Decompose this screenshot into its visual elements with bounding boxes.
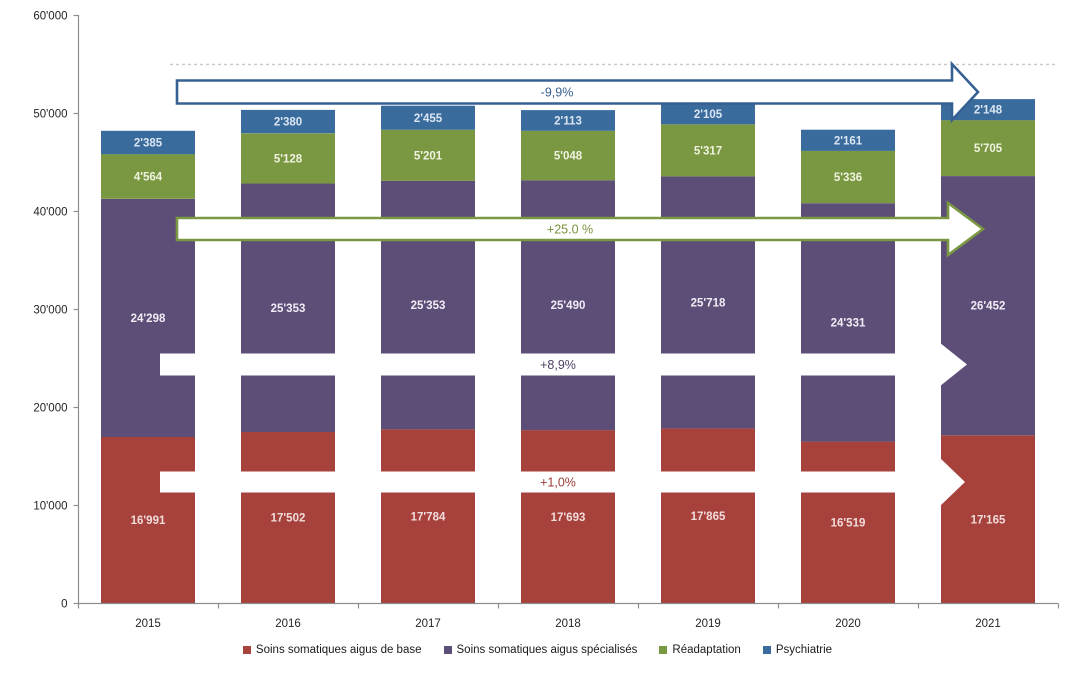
bar-segment bbox=[661, 103, 755, 125]
bar-segment bbox=[101, 130, 195, 155]
trend-arrow bbox=[160, 340, 967, 389]
bar-segment-label: 2'161 bbox=[834, 135, 863, 147]
bar-segment-label: 25'353 bbox=[411, 300, 446, 312]
bar-segment bbox=[661, 428, 755, 604]
bar-segment-label: 5'317 bbox=[694, 145, 722, 157]
trend-arrow-label: +8,9% bbox=[540, 358, 576, 372]
bar-segment bbox=[801, 150, 895, 204]
legend-item: Soins somatiques aigus spécialisés bbox=[443, 644, 638, 656]
bar-segment-label: 17'502 bbox=[271, 513, 306, 525]
bar-segment-label: 4'564 bbox=[134, 172, 163, 184]
x-tick-label: 2020 bbox=[835, 618, 861, 630]
bar-segment bbox=[521, 430, 615, 604]
bar-segment bbox=[521, 110, 615, 131]
legend-swatch bbox=[659, 646, 668, 654]
x-tick-label: 2015 bbox=[135, 618, 161, 630]
bar-segment bbox=[381, 429, 475, 604]
bar-segment bbox=[241, 432, 335, 604]
bar-segment-label: 25'718 bbox=[691, 297, 726, 309]
bar-segment-label: 17'865 bbox=[691, 511, 726, 523]
legend-swatch bbox=[242, 646, 251, 654]
y-tick-label: 20'000 bbox=[33, 403, 67, 415]
bar-segment-label: 17'784 bbox=[411, 511, 446, 523]
bar-segment-label: 2'113 bbox=[554, 116, 582, 128]
bar-segment-label: 16'991 bbox=[131, 515, 166, 527]
bar-segment bbox=[521, 130, 615, 181]
bar-segment-label: 16'519 bbox=[831, 518, 866, 530]
legend-label: Soins somatiques aigus de base bbox=[255, 644, 422, 656]
trend-arrow-label: +25.0 % bbox=[547, 223, 593, 237]
bar-segment bbox=[661, 124, 755, 177]
x-tick-label: 2017 bbox=[415, 618, 441, 630]
trend-arrow bbox=[175, 60, 980, 124]
legend-swatch bbox=[443, 646, 452, 654]
y-tick-label: 60'000 bbox=[33, 11, 67, 23]
bar-segment bbox=[801, 129, 895, 151]
bar-segment-label: 5'128 bbox=[274, 153, 303, 165]
y-tick-label: 10'000 bbox=[33, 501, 67, 513]
bar-segment-label: 2'380 bbox=[274, 117, 302, 129]
legend-item: Soins somatiques aigus de base bbox=[242, 644, 422, 656]
y-tick-label: 40'000 bbox=[33, 207, 67, 219]
trend-arrow-label: +1,0% bbox=[540, 476, 576, 490]
bar-segment bbox=[801, 441, 895, 604]
trend-arrow bbox=[160, 458, 965, 506]
bar-segment-label: 24'298 bbox=[131, 313, 166, 325]
x-tick-label: 2021 bbox=[975, 618, 1001, 630]
legend-label: Réadaptation bbox=[672, 644, 741, 656]
legend-item: Réadaptation bbox=[659, 644, 741, 656]
y-tick-label: 50'000 bbox=[33, 109, 67, 121]
bar-segment-label: 25'490 bbox=[551, 300, 586, 312]
bar-segment-label: 5'201 bbox=[414, 150, 443, 162]
chart-legend: Soins somatiques aigus de base Soins soma… bbox=[0, 637, 1075, 663]
x-tick-label: 2019 bbox=[695, 618, 721, 630]
bar-segment bbox=[941, 435, 1035, 604]
bar-segment bbox=[381, 105, 475, 130]
legend-label: Psychiatrie bbox=[775, 644, 833, 656]
y-tick-label: 0 bbox=[61, 599, 67, 611]
bar-segment-label: 5'705 bbox=[974, 143, 1003, 155]
legend-swatch bbox=[762, 646, 771, 654]
bar-segment-label: 17'693 bbox=[551, 512, 586, 524]
bar-segment bbox=[381, 129, 475, 181]
bar-segment bbox=[241, 109, 335, 134]
bar-segment-label: 2'148 bbox=[974, 105, 1003, 117]
x-tick-label: 2016 bbox=[275, 618, 301, 630]
legend-item: Psychiatrie bbox=[762, 644, 833, 656]
bar-segment-label: 24'331 bbox=[831, 317, 866, 329]
bar-segment-label: 2'385 bbox=[134, 138, 163, 150]
bar-segment bbox=[241, 133, 335, 184]
trend-arrow bbox=[175, 200, 986, 258]
y-tick-label: 30'000 bbox=[33, 305, 67, 317]
bar-segment-label: 5'336 bbox=[834, 172, 862, 184]
bar-segment bbox=[101, 437, 195, 604]
x-tick-label: 2018 bbox=[555, 618, 581, 630]
legend-label: Soins somatiques aigus spécialisés bbox=[456, 644, 638, 656]
bar-segment bbox=[101, 154, 195, 199]
bar-segment-label: 2'455 bbox=[414, 113, 443, 125]
trend-arrow-label: -9,9% bbox=[541, 86, 574, 100]
bar-segment-label: 2'105 bbox=[694, 109, 723, 121]
bar-segment-label: 5'048 bbox=[554, 151, 583, 163]
bar-segment bbox=[801, 203, 895, 442]
bar-segment-label: 25'353 bbox=[271, 303, 306, 315]
bar-segment-label: 26'452 bbox=[971, 301, 1006, 313]
bar-segment-label: 17'165 bbox=[971, 514, 1006, 526]
bar-segment bbox=[941, 120, 1035, 176]
